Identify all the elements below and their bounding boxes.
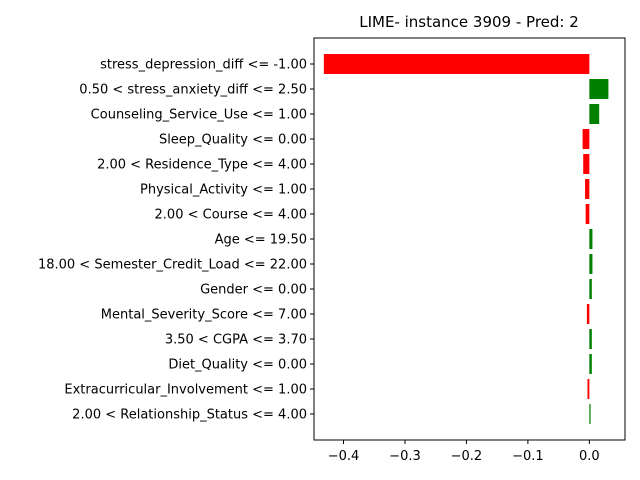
y-tick-label: Diet_Quality <= 0.00 bbox=[168, 358, 307, 373]
y-tick-label: 2.00 < Residence_Type <= 4.00 bbox=[97, 158, 307, 173]
bar bbox=[323, 54, 590, 74]
plot-area-frame bbox=[313, 37, 626, 441]
y-tick-label: Gender <= 0.00 bbox=[200, 283, 307, 298]
bars-group bbox=[323, 54, 609, 424]
bar bbox=[586, 304, 590, 324]
x-axis-ticks: −0.4 −0.3 −0.2 −0.1 0.0 bbox=[328, 440, 600, 464]
bar bbox=[589, 229, 593, 249]
x-tick-label: −0.1 bbox=[512, 449, 544, 464]
bar bbox=[587, 379, 590, 399]
bar bbox=[582, 129, 590, 149]
bar bbox=[589, 404, 591, 424]
y-tick-label: 0.50 < stress_anxiety_diff <= 2.50 bbox=[79, 83, 307, 98]
bar bbox=[585, 204, 590, 224]
y-tick-label: Counseling_Service_Use <= 1.00 bbox=[91, 108, 307, 123]
chart-title: LIME- instance 3909 - Pred: 2 bbox=[359, 13, 579, 31]
x-tick-label: −0.3 bbox=[389, 449, 421, 464]
y-tick-label: 18.00 < Semester_Credit_Load <= 22.00 bbox=[38, 258, 307, 273]
y-tick-label: Mental_Severity_Score <= 7.00 bbox=[101, 308, 307, 323]
x-tick-label: −0.4 bbox=[328, 449, 360, 464]
x-tick-label: −0.2 bbox=[451, 449, 483, 464]
bar bbox=[589, 354, 592, 374]
bar bbox=[583, 154, 590, 174]
y-tick-label: Extracurricular_Involvement <= 1.00 bbox=[64, 383, 307, 398]
bar bbox=[589, 254, 593, 274]
y-tick-label: 3.50 < CGPA <= 3.70 bbox=[165, 333, 307, 348]
bar bbox=[589, 79, 609, 99]
x-tick-label: 0.0 bbox=[579, 449, 600, 464]
bar bbox=[589, 279, 592, 299]
bar bbox=[585, 179, 590, 199]
y-tick-label: Age <= 19.50 bbox=[215, 233, 307, 248]
bar bbox=[589, 104, 600, 124]
y-tick-label: Sleep_Quality <= 0.00 bbox=[159, 133, 307, 148]
bar bbox=[589, 329, 592, 349]
y-tick-label: 2.00 < Course <= 4.00 bbox=[155, 208, 307, 223]
y-tick-label: stress_depression_diff <= -1.00 bbox=[100, 58, 307, 73]
y-tick-label: 2.00 < Relationship_Status <= 4.00 bbox=[72, 408, 307, 423]
y-tick-label: Physical_Activity <= 1.00 bbox=[140, 183, 307, 198]
y-axis-ticks: stress_depression_diff <= -1.00 0.50 < st… bbox=[38, 58, 314, 423]
